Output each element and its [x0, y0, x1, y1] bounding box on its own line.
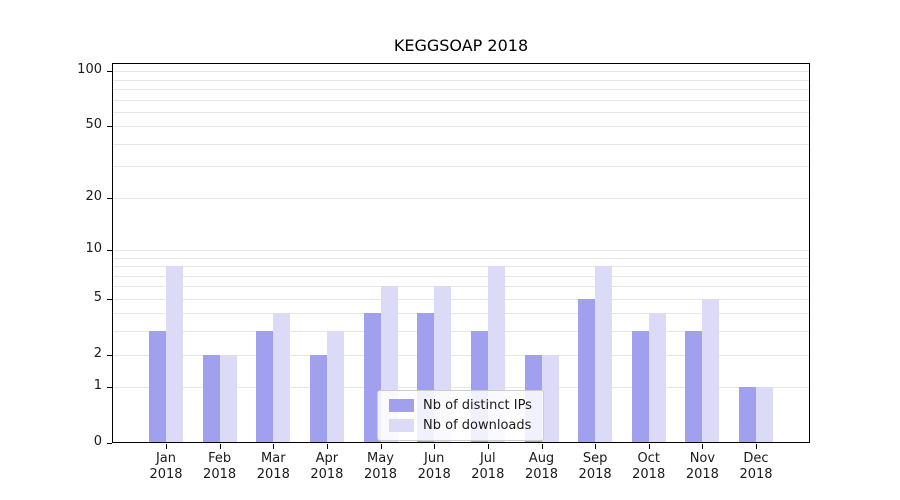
y-tick	[107, 249, 112, 251]
gridline	[112, 257, 810, 259]
x-tick-label: Mar 2018	[256, 451, 290, 482]
x-tick-label: Feb 2018	[203, 451, 237, 482]
y-tick-label: 100	[77, 62, 102, 78]
y-tick	[107, 197, 112, 199]
gridline	[112, 249, 810, 251]
x-tick	[219, 444, 221, 449]
y-tick-label: 20	[85, 188, 102, 204]
bar-distinct-ips-may-2018	[363, 313, 381, 443]
bar-distinct-ips-apr-2018	[309, 354, 327, 443]
bar-downloads-oct-2018	[648, 313, 666, 443]
y-tick-label: 0	[93, 434, 102, 449]
x-tick	[648, 444, 650, 449]
legend-swatch-distinct-ips	[389, 399, 414, 412]
x-tick-label: Nov 2018	[685, 451, 719, 482]
bar-downloads-mar-2018	[273, 313, 291, 443]
x-tick	[702, 444, 704, 449]
gridline	[112, 71, 810, 73]
bar-distinct-ips-feb-2018	[202, 354, 220, 443]
legend-swatch-downloads	[389, 419, 414, 432]
y-tick-label: 50	[85, 117, 102, 133]
plot-area	[112, 63, 810, 443]
x-tick	[595, 444, 597, 449]
bar-distinct-ips-dec-2018	[739, 387, 756, 443]
x-tick-label: Dec 2018	[739, 451, 773, 482]
y-tick-label: 5	[93, 289, 102, 305]
x-tick-label: Aug 2018	[524, 451, 559, 482]
gridline	[112, 99, 810, 101]
legend-item-distinct-ips: Nb of distinct IPs	[389, 398, 532, 413]
bar-distinct-ips-sep-2018	[578, 298, 596, 443]
bar-downloads-nov-2018	[702, 298, 720, 443]
x-tick	[541, 444, 543, 449]
gridline	[112, 111, 810, 113]
chart-title: KEGGSOAP 2018	[393, 36, 529, 55]
legend-item-downloads: Nb of downloads	[389, 418, 532, 433]
gridline	[112, 89, 810, 90]
bar-distinct-ips-nov-2018	[685, 331, 703, 443]
bar-distinct-ips-oct-2018	[631, 331, 649, 443]
x-tick	[273, 444, 275, 449]
y-tick	[107, 71, 112, 73]
x-tick-label: Jul 2018	[471, 451, 505, 482]
x-tick-label: Oct 2018	[632, 451, 666, 482]
bar-downloads-aug-2018	[541, 354, 559, 443]
x-tick	[326, 444, 328, 449]
x-tick	[756, 444, 757, 449]
x-tick	[487, 444, 489, 449]
x-tick-label: May 2018	[363, 451, 398, 482]
gridline	[112, 143, 810, 145]
gridline	[112, 126, 810, 128]
bar-distinct-ips-jan-2018	[149, 331, 166, 443]
x-tick	[434, 444, 436, 449]
gridline	[112, 331, 810, 333]
legend-label-distinct-ips: Nb of distinct IPs	[423, 398, 532, 413]
gridline	[112, 266, 810, 267]
legend-label-downloads: Nb of downloads	[423, 418, 532, 433]
gridline	[112, 387, 810, 389]
gridline	[112, 275, 810, 277]
x-tick	[380, 444, 382, 449]
bar-distinct-ips-mar-2018	[256, 331, 274, 443]
bar-downloads-jan-2018	[166, 266, 183, 443]
x-tick-label: Sep 2018	[578, 451, 612, 482]
y-tick-label: 10	[85, 240, 102, 256]
gridline	[112, 298, 810, 300]
y-tick	[107, 126, 112, 128]
bar-downloads-sep-2018	[595, 266, 613, 443]
gridline	[112, 286, 810, 288]
bar-downloads-feb-2018	[219, 354, 237, 443]
y-tick-label: 2	[93, 345, 102, 361]
gridline	[112, 354, 810, 356]
x-tick-label: Jun 2018	[417, 451, 451, 482]
y-tick	[107, 387, 112, 389]
y-tick-label: 1	[93, 378, 102, 394]
y-tick	[107, 298, 112, 300]
x-tick-label: Jan 2018	[149, 451, 183, 482]
gridline	[112, 166, 810, 168]
y-tick	[107, 354, 112, 356]
x-tick	[166, 444, 167, 449]
gridline	[112, 79, 810, 81]
bar-downloads-apr-2018	[326, 331, 344, 443]
bar-downloads-dec-2018	[756, 387, 773, 443]
gridline	[112, 197, 810, 199]
x-tick-label: Apr 2018	[310, 451, 344, 482]
y-tick	[107, 443, 112, 444]
legend: Nb of distinct IPs Nb of downloads	[377, 390, 544, 441]
gridline	[112, 313, 810, 315]
